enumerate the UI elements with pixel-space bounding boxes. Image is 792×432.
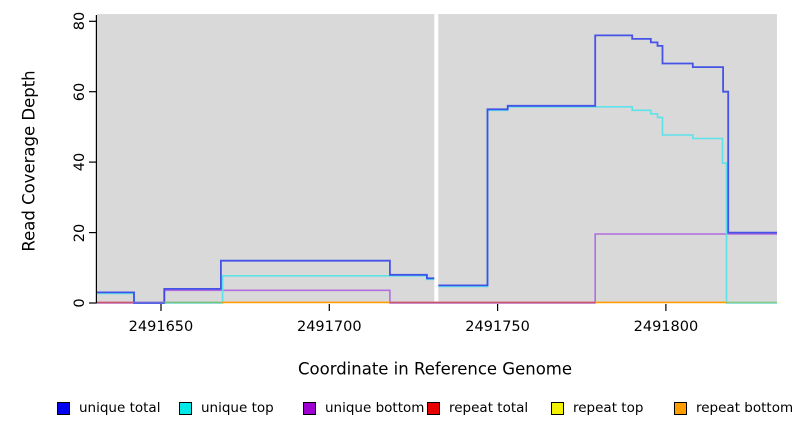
y-tick-label: 20 [72, 223, 88, 242]
y-axis-label: Read Coverage Depth [19, 70, 39, 252]
y-tick-label: 60 [72, 82, 88, 101]
legend-swatch-unique-top [179, 401, 192, 415]
legend-label: unique top [201, 400, 274, 416]
legend-label: repeat bottom [696, 400, 792, 416]
legend-label: unique bottom [325, 400, 425, 416]
legend-label: repeat total [449, 400, 529, 416]
legend-item-repeat-bottom: repeat bottom [674, 398, 792, 418]
legend: unique total unique top unique bottom re… [0, 398, 792, 420]
legend-item-repeat-total: repeat total [427, 398, 528, 418]
x-tick-label: 2491650 [128, 319, 194, 335]
legend-label: unique total [79, 400, 161, 416]
legend-swatch-unique-bottom [303, 401, 316, 415]
x-axis-label: Coordinate in Reference Genome [297, 359, 573, 379]
legend-item-unique-total: unique total [57, 398, 160, 418]
legend-label: repeat top [573, 400, 644, 416]
legend-swatch-repeat-top [551, 401, 564, 415]
y-tick-label: 40 [72, 152, 88, 172]
series-line-unique-top [97, 106, 777, 304]
y-tick-label: 0 [72, 298, 88, 308]
x-tick-label: 2491800 [633, 319, 699, 335]
legend-swatch-repeat-total [427, 401, 440, 415]
legend-swatch-repeat-bottom [674, 401, 687, 415]
x-tick-label: 2491700 [296, 319, 362, 335]
series-line-unique-total [97, 34, 777, 304]
legend-item-unique-top: unique top [179, 398, 274, 418]
legend-item-repeat-top: repeat top [551, 398, 643, 418]
legend-swatch-unique-total [57, 401, 70, 415]
x-tick-label: 2491750 [465, 319, 530, 335]
legend-item-unique-bottom: unique bottom [303, 398, 424, 418]
y-tick-label: 80 [72, 12, 88, 31]
masked-region [434, 14, 439, 302]
